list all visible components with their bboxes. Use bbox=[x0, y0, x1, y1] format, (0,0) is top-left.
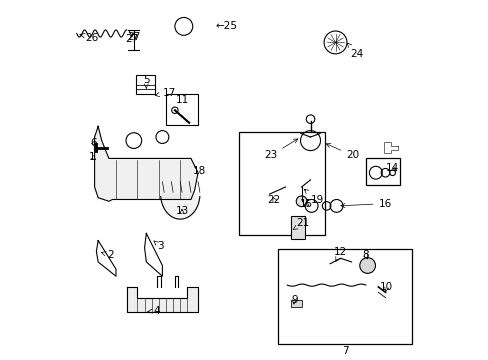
Circle shape bbox=[296, 196, 306, 207]
Bar bbox=[135, 75, 155, 94]
Text: 9: 9 bbox=[290, 295, 297, 305]
Text: 26: 26 bbox=[80, 33, 99, 42]
Text: 27: 27 bbox=[125, 34, 139, 44]
Bar bbox=[239, 132, 324, 235]
Text: 27: 27 bbox=[127, 32, 140, 42]
Text: 22: 22 bbox=[267, 195, 281, 205]
Text: 23: 23 bbox=[264, 139, 297, 161]
Text: 8: 8 bbox=[362, 250, 368, 260]
Text: 6: 6 bbox=[90, 138, 97, 148]
Text: ←25: ←25 bbox=[216, 21, 238, 31]
Text: 24: 24 bbox=[347, 43, 362, 59]
Text: 14: 14 bbox=[385, 163, 398, 173]
Text: 3: 3 bbox=[154, 241, 163, 251]
Text: 1: 1 bbox=[89, 152, 96, 162]
Bar bbox=[278, 249, 411, 344]
Bar bbox=[290, 216, 305, 239]
Text: 5: 5 bbox=[142, 76, 149, 88]
Bar bbox=[290, 300, 302, 307]
Bar bbox=[365, 158, 399, 185]
Text: 11: 11 bbox=[175, 95, 188, 104]
Polygon shape bbox=[126, 287, 198, 312]
Polygon shape bbox=[94, 126, 198, 201]
Bar bbox=[165, 94, 198, 125]
Text: 7: 7 bbox=[341, 346, 348, 356]
Text: 20: 20 bbox=[325, 144, 359, 161]
Text: 18: 18 bbox=[193, 166, 206, 176]
Text: 2: 2 bbox=[101, 250, 114, 260]
Text: 19: 19 bbox=[304, 189, 323, 205]
Text: 21: 21 bbox=[293, 218, 309, 229]
Text: 17: 17 bbox=[155, 88, 175, 98]
Circle shape bbox=[359, 258, 375, 273]
Text: 4: 4 bbox=[147, 306, 160, 316]
Text: 15: 15 bbox=[299, 199, 312, 209]
Text: 16: 16 bbox=[340, 199, 391, 209]
Text: 10: 10 bbox=[379, 283, 392, 292]
Text: 13: 13 bbox=[175, 206, 188, 216]
Text: 12: 12 bbox=[333, 247, 346, 261]
